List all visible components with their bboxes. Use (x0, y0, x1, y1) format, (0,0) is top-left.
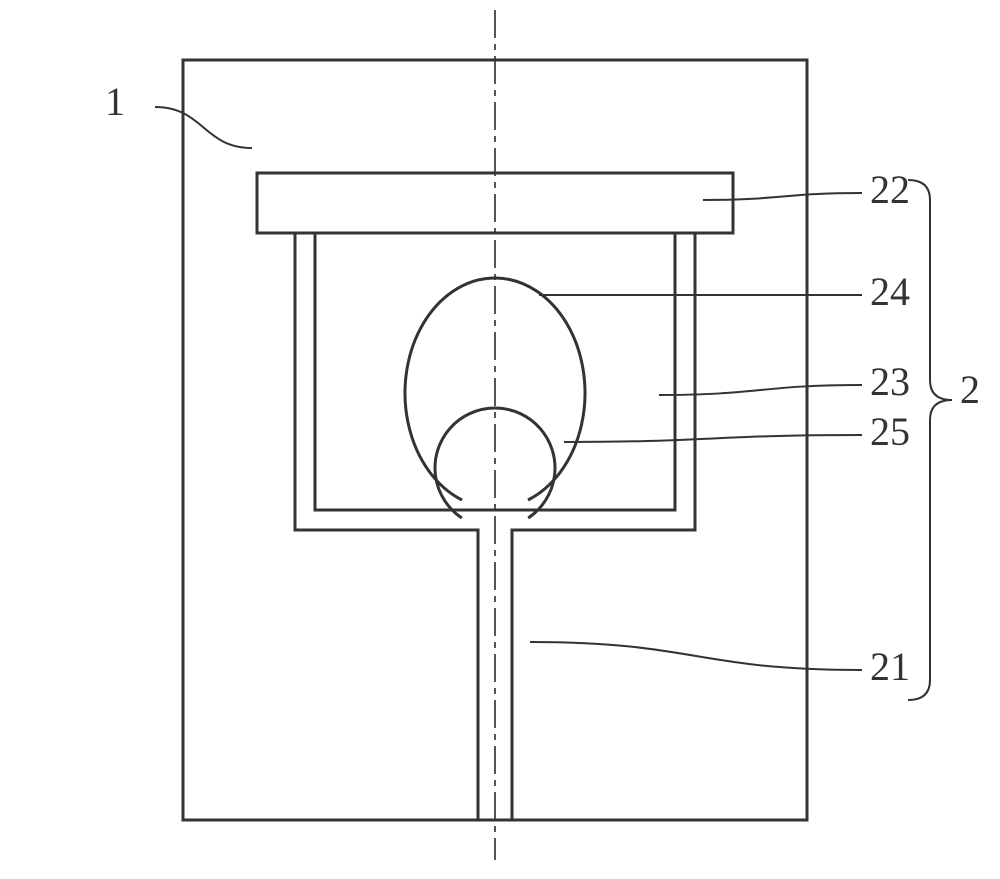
leader-21 (530, 642, 862, 670)
label-21: 21 (870, 644, 910, 689)
leader-25 (564, 435, 862, 442)
leader-1 (155, 107, 252, 148)
label-25: 25 (870, 409, 910, 454)
label-22: 22 (870, 167, 910, 212)
brace-2 (908, 180, 952, 700)
label-2: 2 (960, 367, 980, 412)
leader-22 (703, 193, 862, 200)
leader-23 (659, 385, 862, 395)
label-23: 23 (870, 359, 910, 404)
label-1: 1 (105, 79, 125, 124)
diagram-canvas: 1 22 24 23 25 21 2 (0, 0, 1000, 879)
label-24: 24 (870, 269, 910, 314)
